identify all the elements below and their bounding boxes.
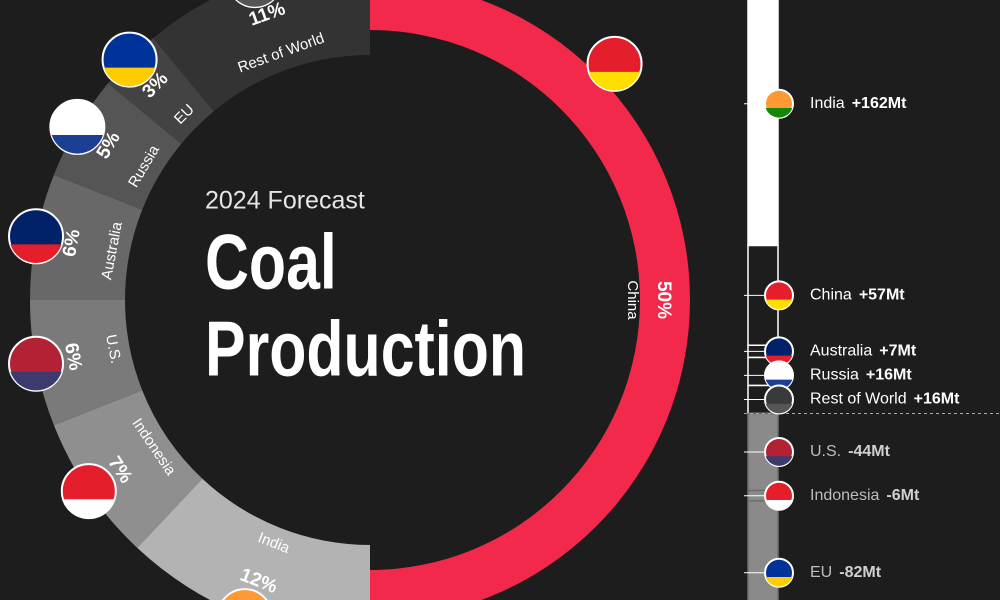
flag-detail [765, 499, 793, 510]
donut-segment [53, 390, 203, 548]
waterfall-label: Russia [810, 367, 859, 384]
percent-label: 50% [653, 281, 674, 319]
flag-detail [63, 499, 115, 518]
waterfall-value: -6Mt [886, 487, 920, 504]
waterfall-value: -44Mt [848, 443, 890, 460]
subtitle: 2024 Forecast [205, 187, 365, 215]
waterfall-label: China [810, 287, 852, 304]
flag-detail [51, 135, 103, 154]
title-line: Production [205, 305, 526, 392]
category-label: U.S. [102, 333, 124, 365]
waterfall-value: -82Mt [839, 564, 881, 581]
title-line: Coal [205, 218, 337, 305]
flag-detail [765, 456, 793, 466]
donut-segment [137, 478, 370, 600]
waterfall-label: Rest of World [810, 391, 907, 408]
flag-detail [765, 299, 793, 310]
waterfall-label: U.S. [810, 443, 841, 460]
waterfall-value: +16Mt [866, 367, 912, 384]
waterfall-label: Indonesia [810, 487, 879, 504]
waterfall-label: India [810, 95, 845, 112]
waterfall-chart: India +162Mt China +57Mt Australia +7Mt Russia… [744, 0, 1000, 600]
flag-detail [10, 244, 62, 263]
donut-segment [370, 0, 690, 600]
waterfall-label: Australia [810, 343, 872, 360]
flag-detail [588, 71, 641, 91]
donut-segment [30, 300, 143, 426]
flag-detail [765, 403, 793, 414]
waterfall-value: +7Mt [879, 343, 917, 360]
waterfall-value: +16Mt [914, 391, 960, 408]
flag [221, 588, 268, 600]
flag-detail [10, 371, 62, 391]
flag-detail [103, 67, 156, 87]
flag-detail [765, 576, 793, 587]
waterfall-value: +162Mt [852, 95, 907, 112]
waterfall-value: +57Mt [859, 287, 905, 304]
category-label: China [624, 280, 641, 320]
donut-segment [153, 0, 370, 112]
percent-label: 6% [60, 341, 86, 372]
waterfall-label: EU [810, 564, 832, 581]
waterfall-bar [747, 0, 779, 247]
flag-detail [765, 107, 793, 118]
donut-segment [30, 174, 143, 300]
flag-detail [237, 0, 273, 7]
